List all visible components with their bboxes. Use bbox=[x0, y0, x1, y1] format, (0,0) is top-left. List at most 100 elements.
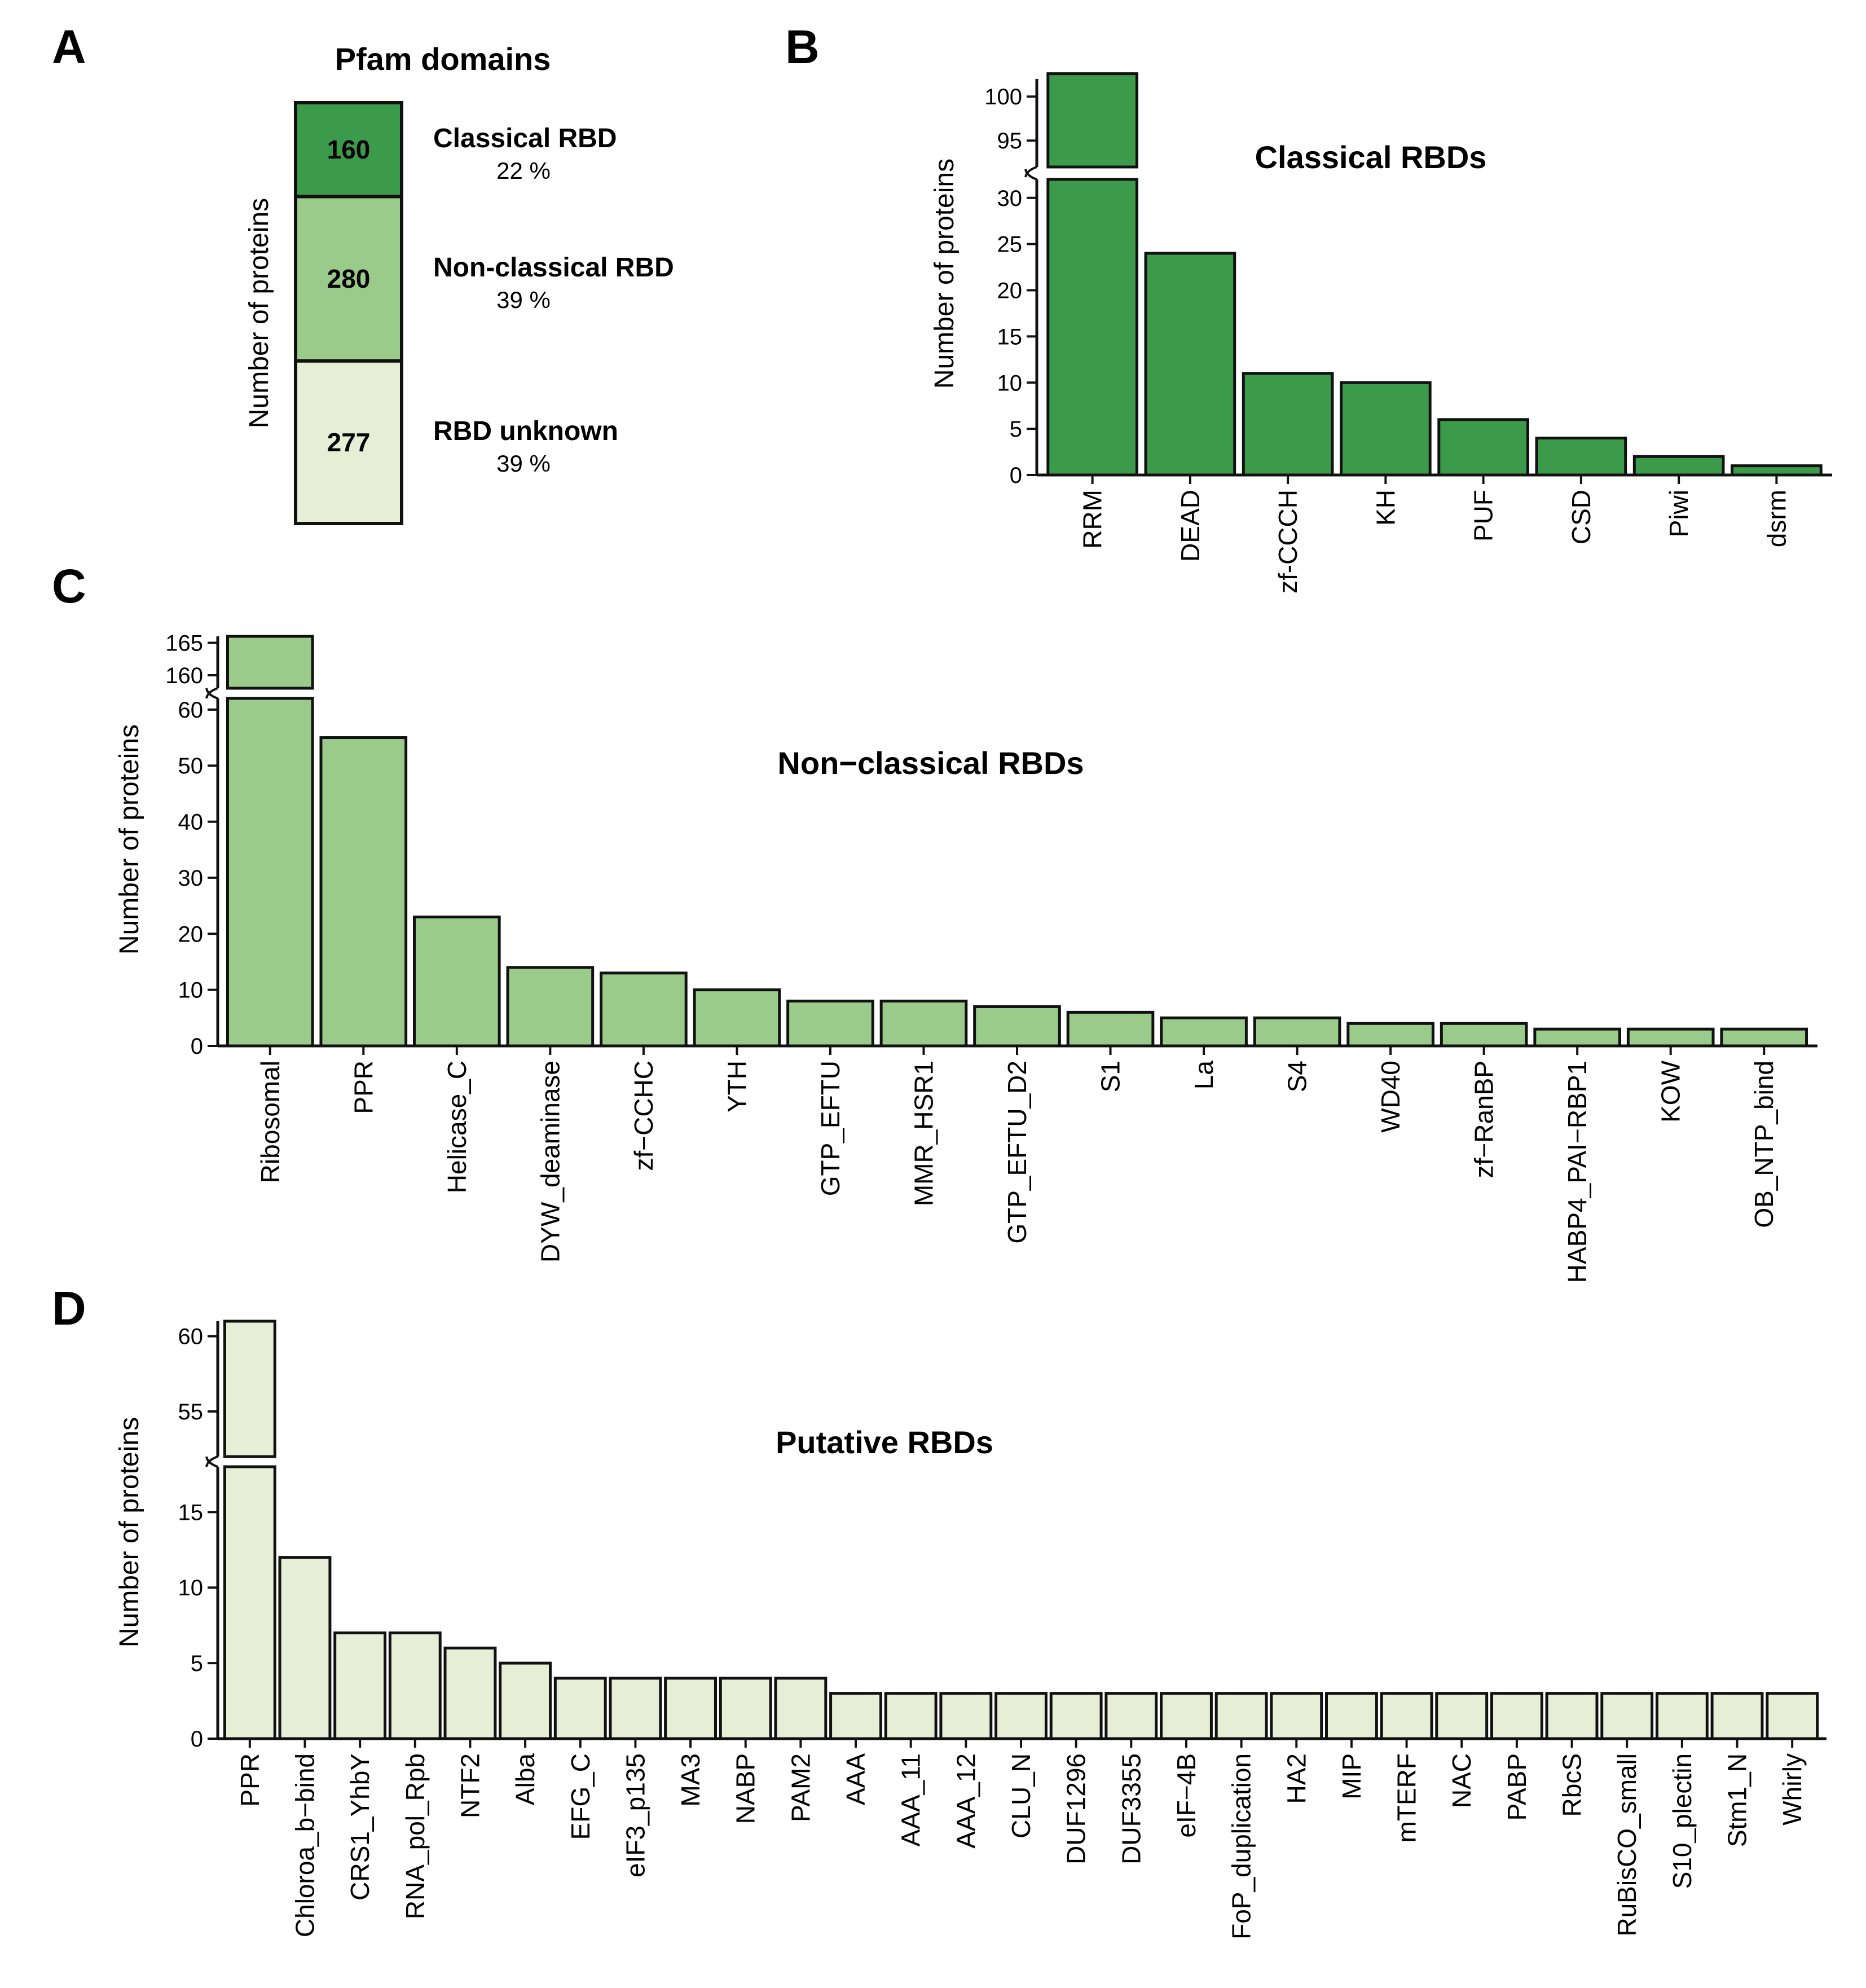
bar-habp4-pai-rbp1 bbox=[1533, 1027, 1621, 1048]
panel-d: Putative RBDs Number of proteins 0 5 10 15 5… bbox=[115, 1320, 1827, 1939]
y-tick-label: 15 bbox=[178, 1500, 204, 1525]
y-tick-label: 0 bbox=[1010, 463, 1022, 488]
panel-d-title: Putative RBDs bbox=[776, 1424, 993, 1460]
x-tick-label: dsrm bbox=[1762, 490, 1791, 547]
y-tick-label: 60 bbox=[178, 1325, 204, 1349]
axis-break-mark bbox=[205, 1455, 218, 1467]
x-tick-label: HABP4_PAI−RBP1 bbox=[1563, 1061, 1592, 1283]
bar-zf-ranbp bbox=[1440, 1022, 1528, 1048]
panel-c-plot: 0 10 20 30 40 50 60 160 165 Ribosomal PPR Helicase_… bbox=[165, 631, 1817, 1283]
y-tick-label: 30 bbox=[178, 866, 204, 891]
segment-percent: 22 % bbox=[496, 157, 551, 184]
x-tick-label: RbcS bbox=[1557, 1753, 1587, 1817]
bar-crs1-yhby bbox=[333, 1631, 387, 1740]
panel-d-plot: 0 5 10 15 55 60 PPR Chloroa_b−bind CRS1_YhbY RNA_… bbox=[178, 1320, 1827, 1939]
y-tick-label: 10 bbox=[178, 1576, 204, 1600]
x-tick-label: RNA_pol_Rpb bbox=[401, 1753, 430, 1919]
x-tick-label: MMR_HSR1 bbox=[909, 1061, 938, 1206]
x-tick-label: OB_NTP_bind bbox=[1749, 1061, 1779, 1228]
y-tick-label: 15 bbox=[997, 324, 1023, 349]
x-tick-label: S4 bbox=[1283, 1061, 1312, 1092]
bar-chloroa-b-bind bbox=[278, 1556, 332, 1740]
x-tick-label: Chloroa_b−bind bbox=[290, 1753, 319, 1937]
panel-b-plot: 0 5 10 15 20 25 30 95 100 RRM DEAD zf-CCCH KH PUF CSD P… bbox=[984, 72, 1832, 593]
bar-rrm-upper bbox=[1046, 72, 1138, 169]
stacked-bar: 160 Classical RBD 22 % 280 Non-classical RBD… bbox=[294, 101, 674, 525]
x-tick-label: Ribosomal bbox=[256, 1061, 285, 1183]
segment-count: 280 bbox=[327, 264, 371, 293]
x-tick-label: KH bbox=[1371, 490, 1400, 526]
bar-duf1296 bbox=[1049, 1692, 1103, 1740]
x-tick-label: DYW_deaminase bbox=[535, 1061, 565, 1263]
bar-efg-c bbox=[553, 1677, 607, 1740]
bar-helicase-c bbox=[413, 915, 501, 1048]
y-tick-label: 100 bbox=[984, 85, 1022, 109]
x-tick-label: AAA_12 bbox=[951, 1753, 980, 1849]
bar-s10-plectin bbox=[1655, 1692, 1709, 1740]
bar-kh bbox=[1340, 381, 1432, 477]
x-tick-label: DUF1296 bbox=[1062, 1753, 1091, 1864]
bar-zf-ccch bbox=[1242, 372, 1334, 477]
x-tick-label: NAC bbox=[1447, 1753, 1476, 1808]
x-tick-label: La bbox=[1189, 1061, 1218, 1090]
segment-non-classical-rbd bbox=[294, 195, 403, 363]
panel-b: Classical RBDs Number of proteins 0 5 10 15… bbox=[930, 72, 1832, 593]
x-tick-label: GTP_EFTU_D2 bbox=[1002, 1061, 1032, 1244]
bar-ob-ntp-bind bbox=[1720, 1027, 1808, 1048]
bar-clu-n bbox=[994, 1692, 1048, 1740]
bar-eif3-p135 bbox=[609, 1677, 662, 1740]
segment-rbd-unknown bbox=[294, 359, 403, 525]
x-tick-label: zf-CCCH bbox=[1273, 490, 1302, 593]
x-tick-label: EFG_C bbox=[566, 1753, 595, 1840]
x-tick-label: Stm1_N bbox=[1723, 1753, 1752, 1847]
x-tick-label: Whirly bbox=[1777, 1753, 1807, 1826]
y-tick-label: 5 bbox=[1010, 417, 1022, 442]
x-tick-label: mTERF bbox=[1392, 1753, 1421, 1842]
panel-c: Non−classical RBDs Number of proteins 0 1… bbox=[115, 631, 1817, 1283]
axis-break-mark bbox=[205, 687, 218, 699]
bar-wd40 bbox=[1346, 1022, 1434, 1048]
x-tick-label: S1 bbox=[1096, 1061, 1125, 1092]
x-tick-label: zf−CCHC bbox=[629, 1061, 658, 1171]
x-tick-label: FoP_duplication bbox=[1227, 1753, 1256, 1939]
segment-classical-rbd bbox=[294, 101, 403, 199]
segment-label: Classical RBD bbox=[433, 124, 617, 153]
bar-nabp bbox=[719, 1677, 772, 1740]
bar-puf bbox=[1437, 418, 1529, 477]
x-tick-label: DEAD bbox=[1176, 490, 1205, 562]
panel-a: Pfam domains Number of proteins 160 Class… bbox=[244, 41, 674, 525]
bar-stm1-n bbox=[1710, 1692, 1764, 1740]
segment-count: 160 bbox=[327, 135, 371, 164]
x-tick-label: CRS1_YhbY bbox=[345, 1753, 375, 1901]
y-tick-label: 160 bbox=[165, 663, 203, 688]
segment-label: RBD unknown bbox=[433, 416, 618, 446]
bar-mip bbox=[1324, 1692, 1378, 1740]
bar-ribosomal-lower bbox=[226, 697, 314, 1048]
x-tick-label: YTH bbox=[722, 1061, 751, 1112]
axis-break-mark bbox=[1024, 169, 1037, 181]
x-tick-label: S10_plectin bbox=[1667, 1753, 1697, 1889]
bar-gtp-eftu-d2 bbox=[973, 1005, 1061, 1048]
bar-alba bbox=[499, 1661, 552, 1740]
bar-mmr-hsr1 bbox=[879, 1000, 968, 1048]
bar-dead bbox=[1144, 252, 1236, 477]
y-tick-label: 10 bbox=[997, 371, 1023, 395]
x-tick-label: eIF−4B bbox=[1172, 1753, 1201, 1838]
bar-zf-cchc bbox=[600, 971, 688, 1048]
bar-rbcs bbox=[1545, 1692, 1599, 1740]
axis-break-mark bbox=[1024, 166, 1037, 178]
x-tick-label: RRM bbox=[1078, 490, 1107, 549]
bar-whirly bbox=[1766, 1692, 1819, 1740]
x-tick-label: CSD bbox=[1566, 490, 1596, 544]
y-tick-label: 20 bbox=[178, 922, 204, 947]
panel-label-c: C bbox=[52, 560, 86, 613]
panel-a-title: Pfam domains bbox=[335, 41, 551, 77]
segment-percent: 39 % bbox=[496, 287, 551, 313]
x-tick-label: eIF3_p135 bbox=[620, 1753, 650, 1877]
bar-ribosomal-upper bbox=[226, 635, 314, 690]
bar-nac bbox=[1435, 1692, 1489, 1740]
bar-duf3355 bbox=[1104, 1692, 1158, 1740]
y-tick-label: 0 bbox=[191, 1034, 203, 1059]
bar-ppr-lower bbox=[223, 1465, 276, 1740]
x-tick-label: PPR bbox=[235, 1753, 265, 1807]
